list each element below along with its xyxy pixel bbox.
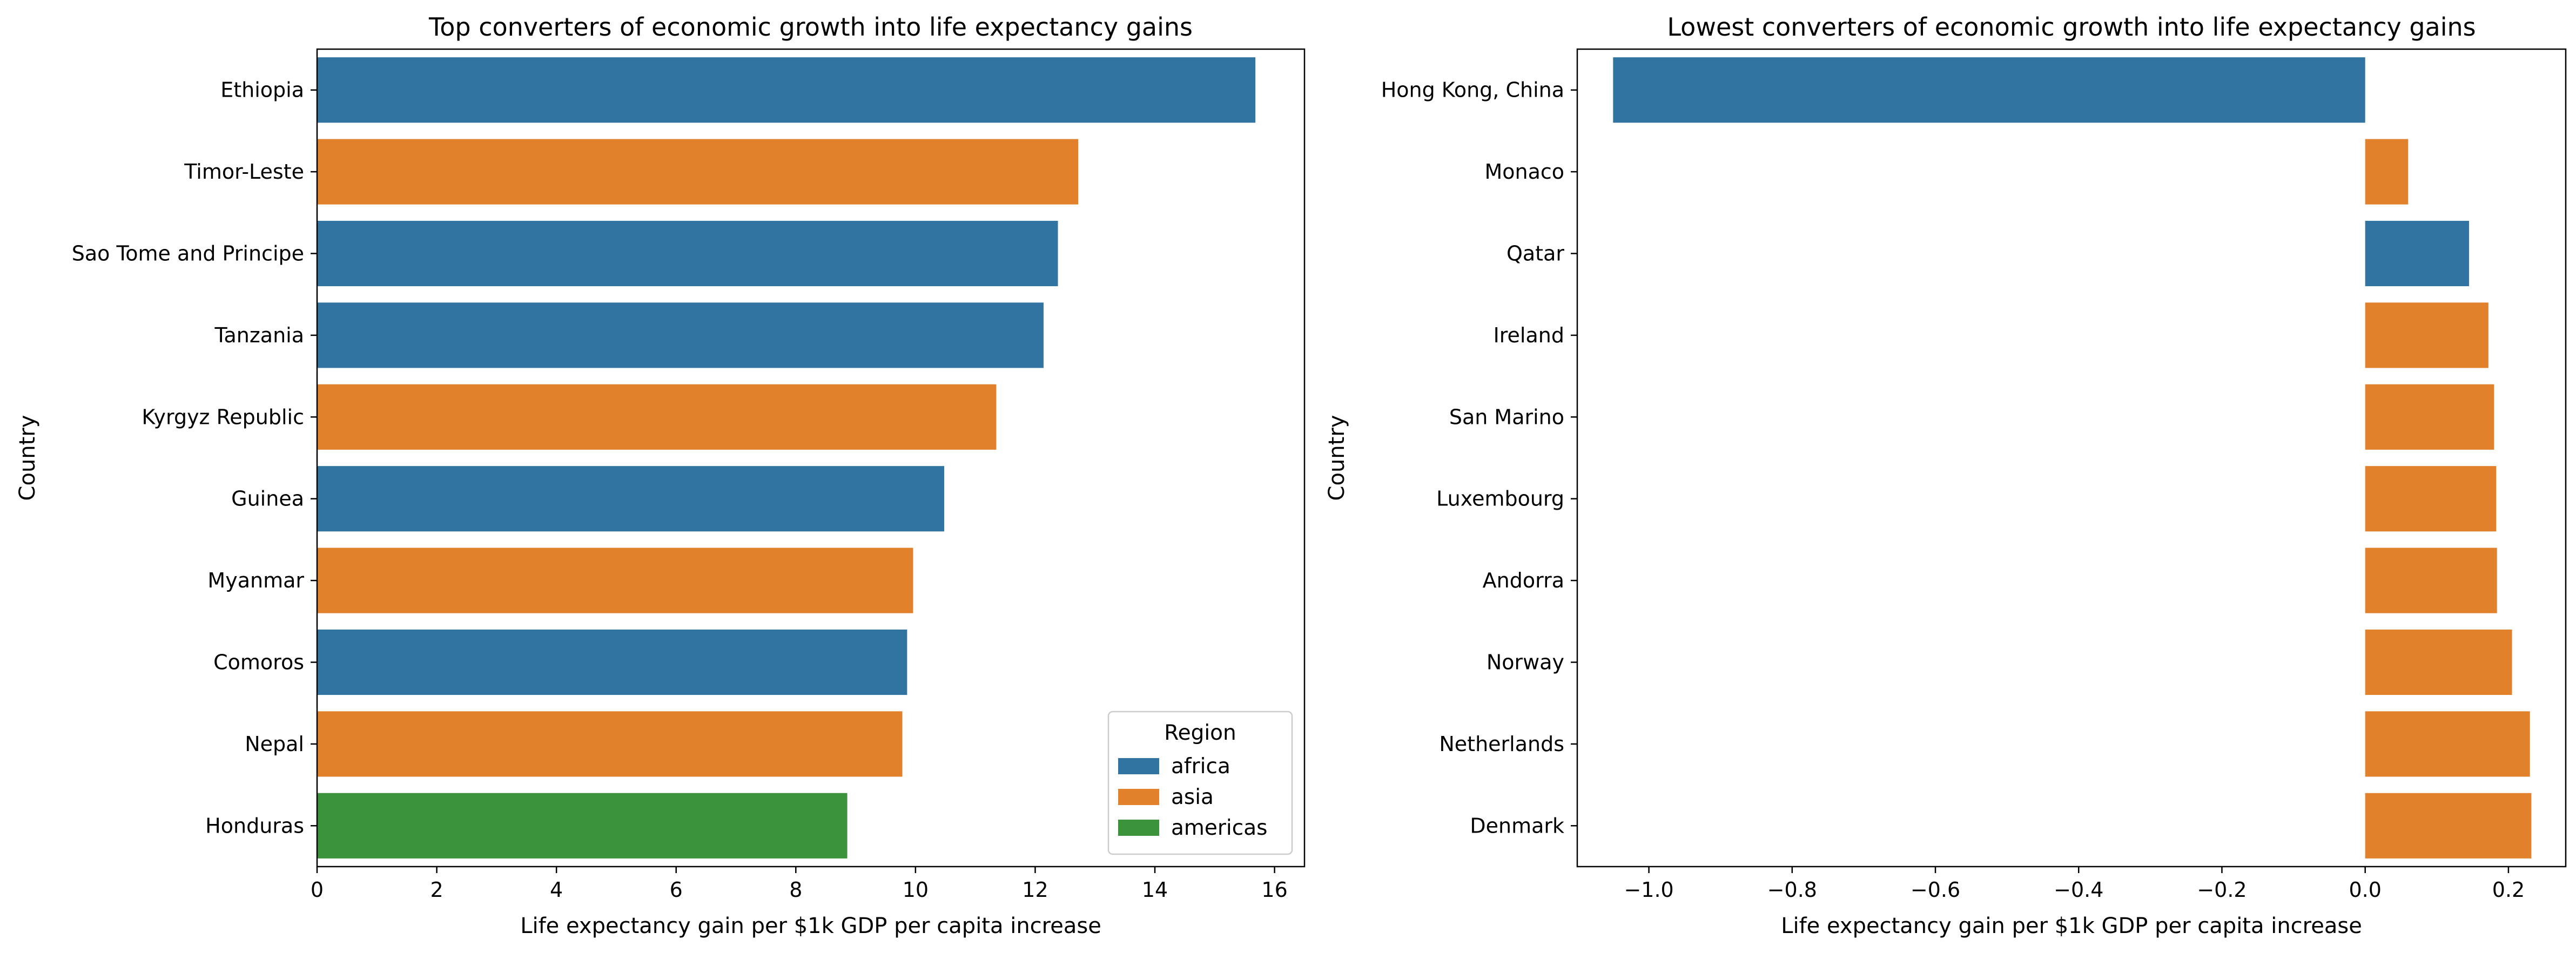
y-axis-label: Country [1324, 415, 1349, 501]
y-tick-labels: Hong Kong, China Monaco Qatar Ireland San Ma… [1381, 78, 1577, 837]
y-tick-label: Monaco [1484, 160, 1564, 184]
legend: Region africa asia americas [1107, 711, 1293, 855]
y-tick-label: San Marino [1449, 405, 1564, 429]
y-tick-label: Denmark [1470, 814, 1564, 837]
y-tick-label: Comoros [213, 651, 304, 674]
x-tick-label: 0 [311, 878, 324, 902]
legend-swatch-asia [1118, 789, 1159, 805]
bar-netherlands [2365, 711, 2530, 777]
bar-san-marino [2365, 384, 2494, 450]
y-tick-label: Kyrgyz Republic [142, 405, 304, 429]
x-tick-label: −0.8 [1767, 878, 1817, 902]
bar-norway [2365, 629, 2512, 695]
legend-entry-americas: americas [1171, 816, 1267, 840]
x-tick-label: 10 [903, 878, 929, 902]
y-tick-label: Norway [1487, 651, 1564, 674]
y-tick-label: Hong Kong, China [1381, 78, 1564, 102]
chart-lowest-converters: Lowest converters of economic growth int… [1324, 12, 2567, 938]
bar-myanmar [317, 548, 913, 613]
y-tick-label: Tanzania [214, 323, 304, 347]
x-tick-label: 2 [430, 878, 443, 902]
bar-andorra [2365, 548, 2497, 613]
y-tick-label: Timor-Leste [184, 160, 304, 184]
legend-items: africa asia americas [1118, 754, 1267, 840]
bar-ireland [2365, 302, 2488, 368]
legend-entry-africa: africa [1171, 754, 1230, 779]
bar-guinea [317, 466, 945, 532]
bar-hong-kong-china [1613, 57, 2365, 123]
bar-comoros [317, 629, 907, 695]
y-axis-label: Country [15, 415, 40, 501]
bar-monaco [2365, 139, 2409, 205]
x-tick-label: 12 [1022, 878, 1048, 902]
bar-timor-leste [317, 139, 1079, 205]
y-tick-labels: Ethiopia Timor-Leste Sao Tome and Principe… [72, 78, 317, 837]
x-tick-label: 0.2 [2492, 878, 2525, 902]
x-tick-label: 4 [550, 878, 563, 902]
chart-title: Lowest converters of economic growth int… [1667, 12, 2476, 42]
x-tick-label: 0.0 [2349, 878, 2381, 902]
y-tick-label: Myanmar [207, 569, 304, 592]
bars [317, 57, 1256, 859]
bar-denmark [2365, 793, 2532, 859]
bar-luxembourg [2365, 466, 2497, 532]
x-tick-label: 16 [1261, 878, 1287, 902]
y-tick-label: Luxembourg [1436, 487, 1564, 511]
x-tick-label: 6 [670, 878, 683, 902]
bar-sao-tome-and-principe [317, 220, 1058, 287]
y-tick-label: Nepal [245, 732, 304, 756]
axes-frame [316, 48, 1306, 868]
x-tick-label: −0.2 [2197, 878, 2247, 902]
legend-entry-asia: asia [1171, 785, 1214, 809]
x-tick-label: 14 [1142, 878, 1168, 902]
y-tick-label: Andorra [1483, 569, 1564, 592]
y-tick-label: Sao Tome and Principe [72, 242, 304, 266]
legend-swatch-americas [1118, 820, 1159, 836]
x-axis-label: Life expectancy gain per $1k GDP per cap… [1781, 914, 2362, 938]
y-tick-label: Qatar [1506, 242, 1564, 266]
bar-kyrgyz-republic [317, 384, 997, 450]
x-tick-label: −1.0 [1624, 878, 1673, 902]
x-ticks: −1.0 −0.8 −0.6 −0.4 −0.2 0.0 0.2 [1624, 867, 2525, 902]
bar-nepal [317, 711, 903, 777]
bar-honduras [317, 793, 848, 859]
chart-title: Top converters of economic growth into l… [428, 12, 1193, 42]
x-axis-label: Life expectancy gain per $1k GDP per cap… [520, 914, 1101, 938]
y-tick-label: Ireland [1494, 323, 1564, 347]
y-tick-label: Honduras [205, 814, 304, 837]
axes-frame [1576, 48, 2567, 868]
legend-title: Region [1164, 721, 1236, 745]
x-tick-label: −0.6 [1911, 878, 1960, 902]
chart-top-converters: Top converters of economic growth into l… [15, 12, 1306, 938]
bar-tanzania [317, 302, 1044, 368]
y-tick-label: Guinea [231, 487, 304, 511]
bar-qatar [2365, 220, 2469, 287]
legend-frame [1107, 711, 1293, 855]
y-tick-label: Ethiopia [220, 78, 304, 102]
x-tick-label: −0.4 [2054, 878, 2103, 902]
bars [1613, 57, 2532, 859]
x-tick-label: 8 [789, 878, 802, 902]
y-tick-label: Netherlands [1439, 732, 1564, 756]
legend-swatch-africa [1118, 758, 1159, 774]
bar-ethiopia [317, 57, 1256, 123]
x-ticks: 0 2 4 6 8 10 12 14 16 [311, 867, 1288, 902]
